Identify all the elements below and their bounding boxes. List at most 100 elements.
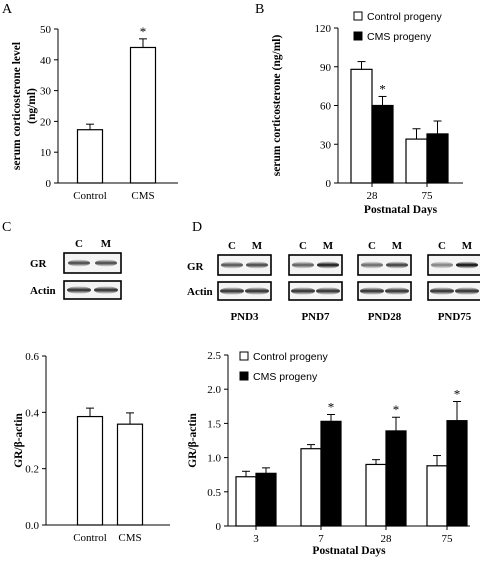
gr-band bbox=[292, 261, 314, 269]
gr-band bbox=[431, 261, 453, 269]
cms-progeny-bar bbox=[371, 104, 394, 184]
y-tick-label: 0 bbox=[326, 178, 332, 190]
y-axis-title: serum corticosterone level (ng/ml) bbox=[11, 42, 38, 170]
actin-blot-box bbox=[217, 281, 272, 301]
y-tick-label: 0 bbox=[216, 521, 222, 533]
significance-marker: * bbox=[328, 400, 335, 415]
lane-label: C bbox=[228, 240, 236, 252]
actin-band bbox=[455, 287, 479, 295]
control-progeny-bar bbox=[300, 448, 322, 527]
row-label-actin: Actin bbox=[187, 286, 213, 298]
timepoint-label: PND7 bbox=[301, 311, 330, 323]
y-axis-title-line: (ng/ml) bbox=[26, 88, 38, 124]
gr-band bbox=[246, 261, 268, 269]
data-bar bbox=[116, 423, 144, 526]
lane-label: C bbox=[75, 238, 83, 250]
x-tick-label: CMS bbox=[118, 532, 141, 544]
lane-label: M bbox=[252, 240, 263, 252]
gr-band bbox=[361, 261, 383, 269]
y-tick-label: 1.5 bbox=[207, 418, 221, 430]
legend-swatch bbox=[353, 11, 363, 21]
x-tick-label: 28 bbox=[381, 533, 393, 545]
y-axis-title: serum corticosterone (ng/ml) bbox=[271, 35, 283, 177]
row-label-gr: GR bbox=[187, 261, 205, 273]
data-bar bbox=[76, 129, 104, 184]
legend-swatch bbox=[239, 351, 249, 361]
y-tick-label: 0.5 bbox=[207, 487, 221, 499]
actin-blot-box bbox=[288, 281, 343, 301]
lane-label: M bbox=[392, 240, 403, 252]
lane-label: M bbox=[101, 238, 112, 250]
row-label-gr: GR bbox=[30, 258, 48, 270]
y-tick-label: 60 bbox=[320, 101, 332, 113]
y-tick-label: 2.5 bbox=[207, 350, 221, 362]
actin-band bbox=[67, 286, 91, 294]
lane-label: C bbox=[299, 240, 307, 252]
significance-marker: * bbox=[379, 81, 386, 96]
x-axis-title: Postnatal Days bbox=[312, 545, 386, 557]
timepoint-label: PND75 bbox=[438, 311, 472, 323]
x-tick-label: 7 bbox=[318, 533, 324, 545]
cms-progeny-bar bbox=[385, 430, 407, 527]
y-tick-label: 0.6 bbox=[25, 351, 39, 363]
gr-blot-box bbox=[288, 254, 343, 276]
gr-blot-box bbox=[427, 254, 480, 276]
significance-marker: * bbox=[140, 24, 147, 39]
panel-letter-b: B bbox=[255, 2, 264, 17]
y-axis-title: GR/β-actin bbox=[13, 413, 25, 468]
y-tick-label: 2.0 bbox=[207, 384, 221, 396]
y-axis-title-line: serum corticosterone level bbox=[11, 42, 23, 170]
actin-blot-box bbox=[63, 280, 122, 300]
y-tick-label: 20 bbox=[40, 116, 52, 128]
y-tick-label: 0 bbox=[46, 178, 52, 190]
cms-progeny-bar bbox=[446, 420, 468, 527]
gr-band bbox=[317, 261, 339, 269]
chart-a: 0 10 20 30 40 50 Control CMS * serum corticostero… bbox=[11, 24, 178, 202]
control-progeny-bar bbox=[350, 68, 373, 184]
x-tick-label: 75 bbox=[442, 533, 454, 545]
timepoint-label: PND3 bbox=[230, 311, 259, 323]
panel-letter-c: C bbox=[2, 220, 11, 235]
legend-swatch bbox=[239, 371, 249, 381]
panel-letter-d: D bbox=[192, 220, 202, 235]
cms-progeny-bar bbox=[320, 420, 342, 527]
control-progeny-bar bbox=[235, 476, 257, 527]
y-tick-label: 10 bbox=[40, 147, 52, 159]
legend-label: Control progeny bbox=[367, 11, 442, 23]
control-progeny-bar bbox=[426, 465, 448, 527]
y-tick-label: 30 bbox=[320, 139, 332, 151]
actin-band bbox=[316, 287, 340, 295]
data-bar bbox=[76, 415, 104, 526]
x-tick-label: Control bbox=[73, 532, 107, 544]
legend-label: CMS progeny bbox=[253, 371, 318, 383]
gr-band bbox=[95, 259, 117, 267]
legend-label: Control progeny bbox=[253, 351, 328, 363]
y-tick-label: 120 bbox=[315, 23, 332, 35]
western-blot-c: C M GR Actin bbox=[30, 238, 122, 300]
x-axis-title: Postnatal Days bbox=[364, 204, 438, 216]
lane-label: C bbox=[368, 240, 376, 252]
gr-blot-box bbox=[63, 252, 122, 274]
chart-c: 0.0 0.2 0.4 0.6 Control CMS GR/β-actin bbox=[13, 351, 170, 544]
lane-label: M bbox=[462, 240, 473, 252]
legend-label: CMS progeny bbox=[367, 31, 432, 43]
gr-band bbox=[456, 261, 478, 269]
chart-d: 0 0.5 1.0 1.5 2.0 2.5 3 7 28 75 * * * GR/β-actin Postn… bbox=[187, 350, 470, 557]
panel-letter-a: A bbox=[2, 2, 13, 17]
gr-band bbox=[68, 259, 90, 267]
western-blot-d: GR Actin C M PND3 C M PND7 C M PND28 C M PND75 bbox=[187, 240, 480, 323]
chart-b: 0 30 60 90 120 28 75 * serum corticosterone (ng/… bbox=[271, 11, 463, 216]
y-tick-label: 50 bbox=[40, 24, 52, 36]
row-label-actin: Actin bbox=[30, 285, 56, 297]
x-tick-label: CMS bbox=[131, 190, 154, 202]
y-tick-label: 30 bbox=[40, 86, 52, 98]
cms-progeny-bar bbox=[255, 472, 277, 527]
gr-band bbox=[221, 261, 243, 269]
actin-band bbox=[94, 286, 118, 294]
y-tick-label: 40 bbox=[40, 55, 52, 67]
y-tick-label: 0.2 bbox=[25, 464, 39, 476]
gr-blot-box bbox=[217, 254, 272, 276]
actin-band bbox=[430, 287, 454, 295]
significance-marker: * bbox=[393, 402, 400, 417]
